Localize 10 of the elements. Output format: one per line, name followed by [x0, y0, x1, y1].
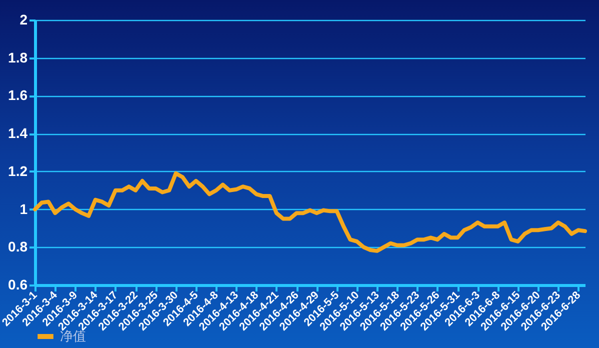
y-tick-label: 2 [20, 12, 28, 28]
y-tick-label: 1.2 [8, 162, 28, 179]
line-series [33, 171, 587, 253]
y-tick-label: 1.6 [8, 87, 28, 104]
y-tick-label: 1.4 [8, 125, 28, 142]
y-tick-label: 0.6 [8, 276, 28, 292]
y-tick-label: 0.8 [8, 238, 28, 255]
y-tick-label: 1.8 [8, 49, 28, 66]
legend-label: 净值 [60, 330, 86, 344]
y-tick-label: 1 [20, 200, 28, 217]
